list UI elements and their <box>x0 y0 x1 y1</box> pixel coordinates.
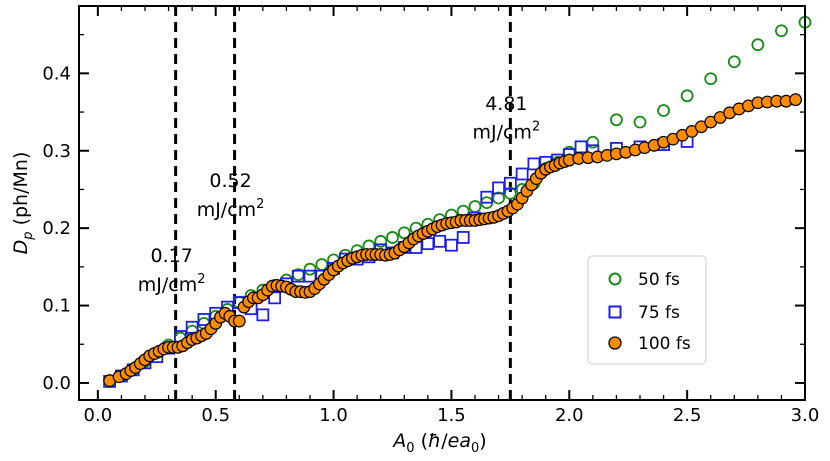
y-axis-title-units: (ph/Mn) <box>10 152 32 232</box>
point-s0-41 <box>610 113 623 127</box>
point-s0-43 <box>657 104 670 117</box>
point-s1-29 <box>445 238 458 252</box>
point-s0-46 <box>727 55 741 69</box>
x-tick-label-2: 1.0 <box>319 405 348 426</box>
x-axis-title-slash: / <box>441 430 448 452</box>
annotation-unit-text-2: mJ/cm <box>472 121 531 143</box>
series-2 <box>103 93 802 388</box>
legend: 50 fs 75 fs 100 fs <box>587 255 707 365</box>
point-s1-34 <box>503 176 517 190</box>
x-axis-title-main: A <box>391 430 406 452</box>
point-s1-13 <box>256 308 270 322</box>
point-s0-24 <box>386 231 399 244</box>
y-tick-label-4: 0.4 <box>42 63 71 84</box>
x-tick-label-3: 1.5 <box>437 405 466 426</box>
legend-marker-50fs <box>608 272 622 286</box>
y-axis-title-main: D <box>10 240 32 255</box>
annotation-unit-exp-0: 2 <box>197 272 205 287</box>
annotation-value-0: 0.17 <box>150 245 192 267</box>
y-tick-label-0: 0.0 <box>42 373 71 394</box>
axis-ticks: 0.0 0.5 1.0 1.5 2.0 2.5 3.0 0.0 0.1 0.2 0.3 0.4 <box>42 6 819 426</box>
x-axis-title: A0 (ħ/ea0) <box>391 430 486 456</box>
y-tick-label-3: 0.3 <box>42 141 71 162</box>
x-axis-title-open: ( <box>415 430 428 452</box>
point-s1-32 <box>480 190 494 204</box>
y-axis-title-sub: p <box>21 231 36 240</box>
annotation-unit-exp-2: 2 <box>532 119 540 134</box>
point-s0-48 <box>775 24 788 38</box>
y-tick-label-1: 0.1 <box>42 296 71 317</box>
y-tick-label-2: 0.2 <box>42 218 71 239</box>
x-tick-label-0: 0.0 <box>84 405 113 426</box>
x-axis-title-ea: ea <box>448 430 471 452</box>
annotation-value-2: 4.81 <box>485 93 527 115</box>
point-s0-42 <box>633 115 647 129</box>
point-s0-44 <box>680 89 694 103</box>
x-tick-label-6: 3.0 <box>791 405 820 426</box>
data-points <box>103 15 812 388</box>
x-axis-title-sub: 0 <box>406 441 414 456</box>
legend-label-75fs: 75 fs <box>638 303 680 323</box>
y-axis-title: Dp (ph/Mn) <box>10 152 36 255</box>
legend-label-100fs: 100 fs <box>638 334 691 354</box>
point-s0-25 <box>397 226 411 240</box>
point-s1-7 <box>185 320 199 334</box>
x-tick-label-1: 0.5 <box>201 405 230 426</box>
x-tick-label-4: 2.0 <box>555 405 584 426</box>
point-s1-14 <box>268 291 282 305</box>
annotation-unit-text-1: mJ/cm <box>197 199 256 221</box>
point-s0-17 <box>303 262 317 276</box>
annotation-value-1: 0.52 <box>209 170 251 192</box>
point-s0-47 <box>751 38 765 52</box>
point-s0-45 <box>704 72 718 86</box>
legend-marker-75fs <box>608 305 622 319</box>
annotation-unit-text-0: mJ/cm <box>138 274 197 296</box>
legend-label-50fs: 50 fs <box>638 270 680 290</box>
annotation-unit-0: mJ/cm2 <box>138 272 206 296</box>
point-s1-35 <box>515 167 529 181</box>
point-s0-23 <box>374 234 388 248</box>
point-s2-26 <box>232 314 246 328</box>
annotation-unit-exp-1: 2 <box>256 197 264 212</box>
annotation-unit-1: mJ/cm2 <box>197 197 265 221</box>
annotation-unit-2: mJ/cm2 <box>472 119 540 143</box>
plot-frame <box>78 5 806 401</box>
x-tick-label-5: 2.5 <box>673 405 702 426</box>
x-axis-title-hbar: ħ <box>428 430 441 452</box>
x-axis-title-ea-sub: 0 <box>471 441 479 456</box>
point-s1-30 <box>456 231 470 244</box>
point-s2-120 <box>789 93 802 107</box>
x-axis-title-close: ) <box>479 430 486 452</box>
legend-marker-100fs <box>608 336 622 350</box>
